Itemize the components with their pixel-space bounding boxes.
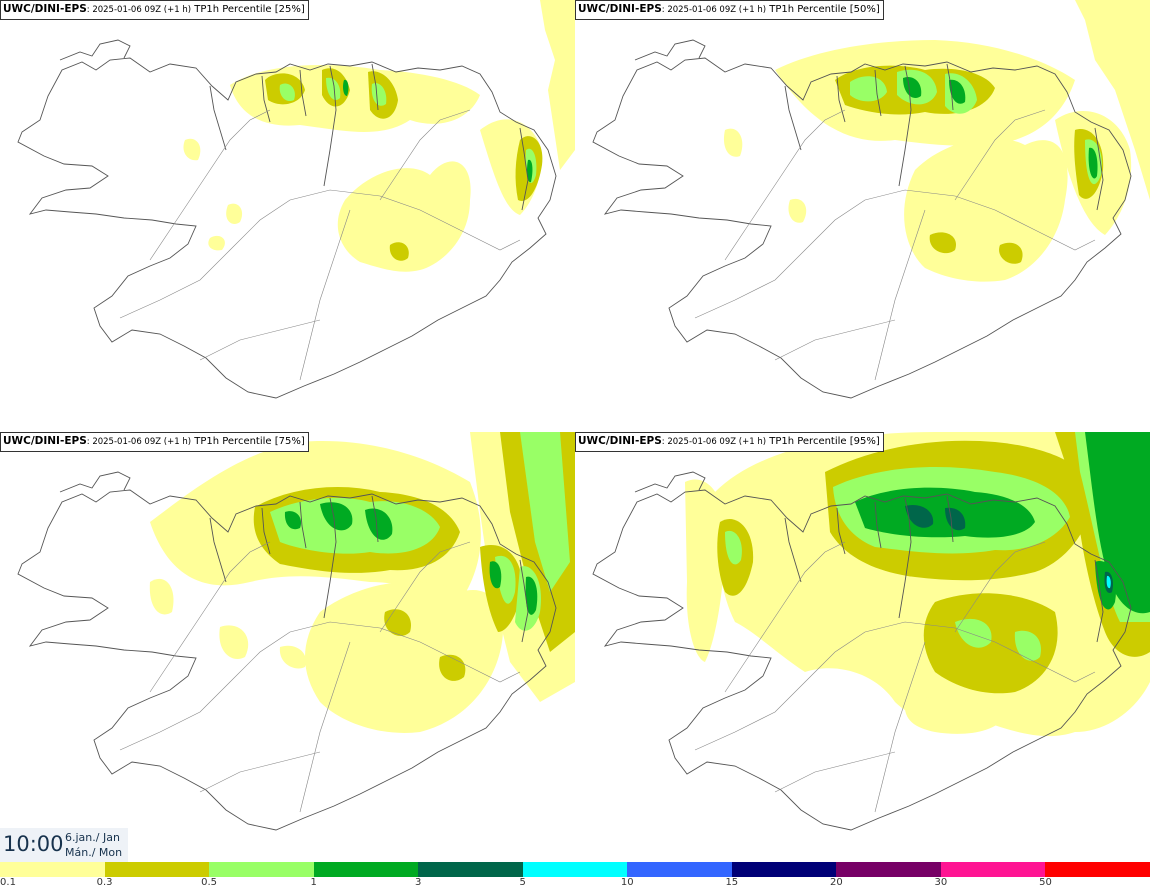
- map-panel-p50: UWC/DINI-EPS: 2025-01-06 09Z (+1 h) TP1h…: [575, 0, 1150, 430]
- legend-tick-label: 30: [934, 877, 948, 888]
- legend-tick-label: 20: [829, 877, 843, 888]
- legend-tick-label: 15: [725, 877, 739, 888]
- iceland-coastline: [17, 471, 557, 831]
- legend-swatch: [522, 862, 628, 877]
- panel-title: UWC/DINI-EPS: 2025-01-06 09Z (+1 h) TP1h…: [0, 432, 309, 452]
- legend-tick-label: 1: [310, 877, 317, 888]
- run-time: : 2025-01-06 09Z (+1 h): [86, 437, 192, 447]
- precip-map-p50: [592, 0, 1150, 399]
- legend-swatch: [1045, 862, 1150, 877]
- model-name: UWC/DINI-EPS: [578, 3, 662, 15]
- color-legend-ticks: 0.1 0.3 0.5 1 3 5 10 15 20 30 50: [0, 877, 1150, 891]
- legend-tick-label: 3: [414, 877, 422, 888]
- valid-date-line1: 6.jan./ Jan: [65, 831, 120, 844]
- precip-map-p75: [17, 432, 575, 831]
- map-panel-p95: UWC/DINI-EPS: 2025-01-06 09Z (+1 h) TP1h…: [575, 432, 1150, 862]
- legend-tick-label: 0.5: [201, 877, 218, 888]
- legend-swatch: [313, 862, 419, 877]
- panel-title: UWC/DINI-EPS: 2025-01-06 09Z (+1 h) TP1h…: [0, 0, 309, 20]
- precip-field: [183, 0, 575, 272]
- legend-swatch: [0, 862, 105, 877]
- run-time: : 2025-01-06 09Z (+1 h): [661, 5, 767, 15]
- panel-title: UWC/DINI-EPS: 2025-01-06 09Z (+1 h) TP1h…: [575, 432, 884, 452]
- legend-tick-label: 0.1: [0, 877, 16, 888]
- model-name: UWC/DINI-EPS: [3, 435, 87, 447]
- precip-field: [149, 432, 575, 733]
- map-panel-p75: UWC/DINI-EPS: 2025-01-06 09Z (+1 h) TP1h…: [0, 432, 575, 862]
- product-label: TP1h Percentile [95%]: [766, 436, 880, 447]
- road-network: [119, 541, 521, 813]
- legend-swatch: [940, 862, 1046, 877]
- legend-swatch: [418, 862, 523, 877]
- legend-swatch: [836, 862, 941, 877]
- legend-swatch: [104, 862, 210, 877]
- product-label: TP1h Percentile [25%]: [191, 4, 305, 15]
- product-label: TP1h Percentile [50%]: [766, 4, 880, 15]
- run-time: : 2025-01-06 09Z (+1 h): [661, 437, 767, 447]
- legend-tick-label: 50: [1039, 877, 1052, 888]
- product-label: TP1h Percentile [75%]: [191, 436, 305, 447]
- legend-swatch: [209, 862, 314, 877]
- precip-field: [723, 0, 1150, 282]
- map-panel-p25: UWC/DINI-EPS: 2025-01-06 09Z (+1 h) TP1h…: [0, 0, 575, 430]
- legend-tick-label: 5: [519, 877, 526, 888]
- iceland-coastline: [17, 39, 557, 399]
- road-network: [694, 109, 1096, 381]
- iceland-coastline: [592, 471, 1132, 831]
- valid-time-box: 10:00 6.jan./ Jan Mán./ Mon: [0, 828, 128, 862]
- run-time: : 2025-01-06 09Z (+1 h): [86, 5, 192, 15]
- road-network: [694, 541, 1096, 813]
- precip-map-p95: [592, 432, 1150, 831]
- valid-date-line2: Mán./ Mon: [65, 846, 123, 859]
- model-name: UWC/DINI-EPS: [578, 435, 662, 447]
- model-name: UWC/DINI-EPS: [3, 3, 87, 15]
- legend-tick-label: 0.3: [96, 877, 113, 888]
- legend-swatch: [731, 862, 837, 877]
- road-network: [119, 109, 521, 381]
- precip-field: [685, 432, 1150, 737]
- color-legend-bar: [0, 862, 1150, 877]
- iceland-coastline: [592, 39, 1132, 399]
- legend-tick-label: 10: [620, 877, 634, 888]
- precip-map-p25: [17, 0, 575, 399]
- legend-swatch: [627, 862, 732, 877]
- panel-title: UWC/DINI-EPS: 2025-01-06 09Z (+1 h) TP1h…: [575, 0, 884, 20]
- valid-time: 10:00: [3, 832, 64, 856]
